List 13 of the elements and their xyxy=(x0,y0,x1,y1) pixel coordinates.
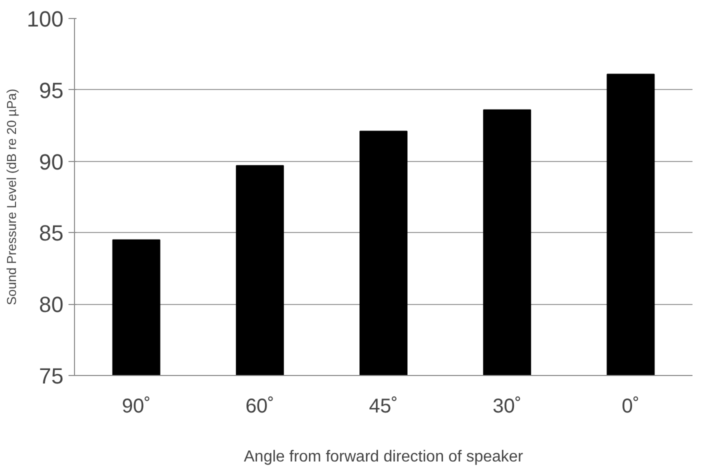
x-tick-label: 60˚ xyxy=(245,396,274,418)
y-tick-label: 100 xyxy=(26,6,64,32)
y-tick-label: 80 xyxy=(39,292,64,318)
y-axis-title: Sound Pressure Level (dB re 20 µPa) xyxy=(4,88,19,306)
y-tick-label: 85 xyxy=(39,220,64,246)
y-tick-label: 95 xyxy=(39,78,64,103)
x-axis-title: Angle from forward direction of speaker xyxy=(244,448,524,466)
y-tick-label: 75 xyxy=(39,364,64,388)
y-tick-label: 90 xyxy=(39,149,64,174)
x-tick-label: 90˚ xyxy=(122,396,151,418)
x-tick-label: 30˚ xyxy=(492,396,522,418)
x-tick-label: 0˚ xyxy=(622,396,640,418)
x-tick-label: 45˚ xyxy=(369,396,398,418)
